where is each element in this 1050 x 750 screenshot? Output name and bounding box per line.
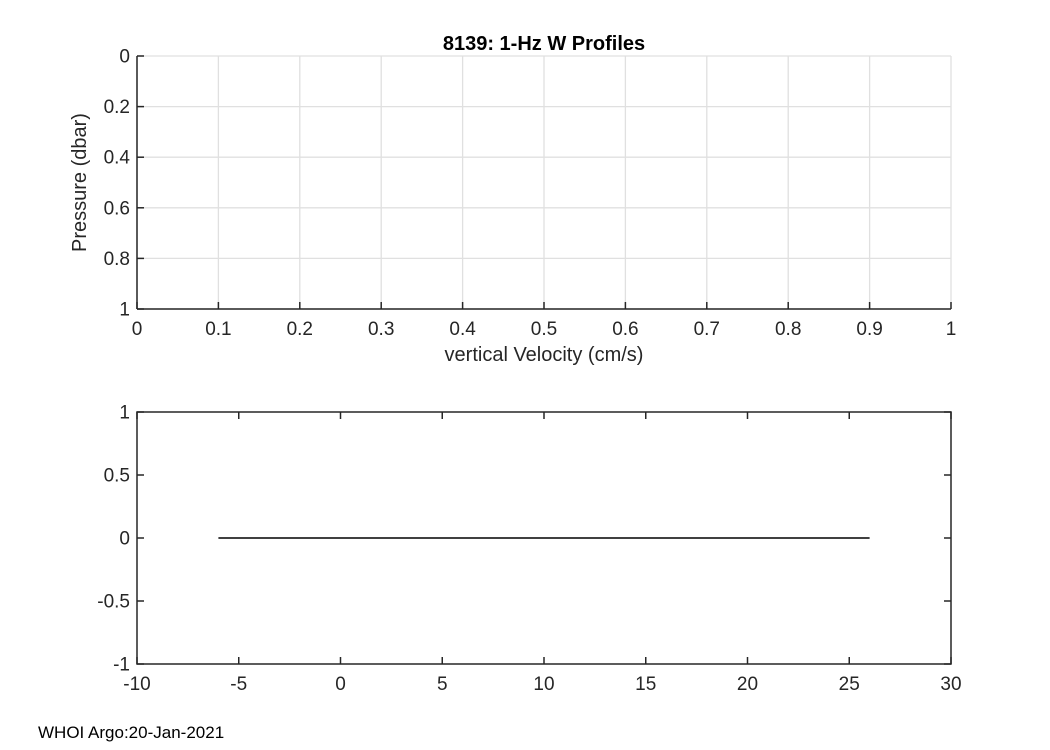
y-tick-label: 1 <box>119 300 130 321</box>
y-tick-label: 0.5 <box>104 466 130 487</box>
x-tick-label: 0.3 <box>368 319 394 340</box>
x-tick-label: 15 <box>635 674 656 695</box>
y-tick-label: -0.5 <box>97 592 130 613</box>
x-tick-label: 0 <box>132 319 143 340</box>
y-tick-label: 1 <box>119 403 130 424</box>
x-tick-label: 0.8 <box>775 319 801 340</box>
y-tick-label: 0.8 <box>104 249 130 270</box>
x-tick-label: 5 <box>437 674 448 695</box>
x-tick-label: 0.2 <box>287 319 313 340</box>
x-tick-label: 0 <box>335 674 346 695</box>
x-tick-label: 30 <box>940 674 961 695</box>
x-tick-label: 0.7 <box>694 319 720 340</box>
x-tick-label: 1 <box>946 319 957 340</box>
chart-title: 8139: 1-Hz W Profiles <box>443 33 645 55</box>
y-tick-label: 0 <box>119 47 130 68</box>
x-tick-label: 10 <box>533 674 554 695</box>
figure-footer-text: WHOI Argo:20-Jan-2021 <box>38 723 225 742</box>
y-tick-label: 0.2 <box>104 97 130 118</box>
x-tick-label: 20 <box>737 674 758 695</box>
x-tick-label: 0.1 <box>205 319 231 340</box>
x-tick-label: 0.9 <box>856 319 882 340</box>
y-tick-label: 0.4 <box>104 148 131 169</box>
y-tick-label: -1 <box>113 655 130 676</box>
x-tick-label: 0.5 <box>531 319 557 340</box>
y-tick-label: 0.6 <box>104 198 130 219</box>
y-tick-label: 0 <box>119 529 130 550</box>
x-tick-label: -5 <box>230 674 247 695</box>
x-tick-label: 0.4 <box>449 319 476 340</box>
x-axis-label: vertical Velocity (cm/s) <box>445 344 644 366</box>
x-tick-label: 25 <box>839 674 860 695</box>
x-tick-label: -10 <box>123 674 150 695</box>
x-tick-label: 0.6 <box>612 319 638 340</box>
y-axis-label: Pressure (dbar) <box>69 113 91 252</box>
